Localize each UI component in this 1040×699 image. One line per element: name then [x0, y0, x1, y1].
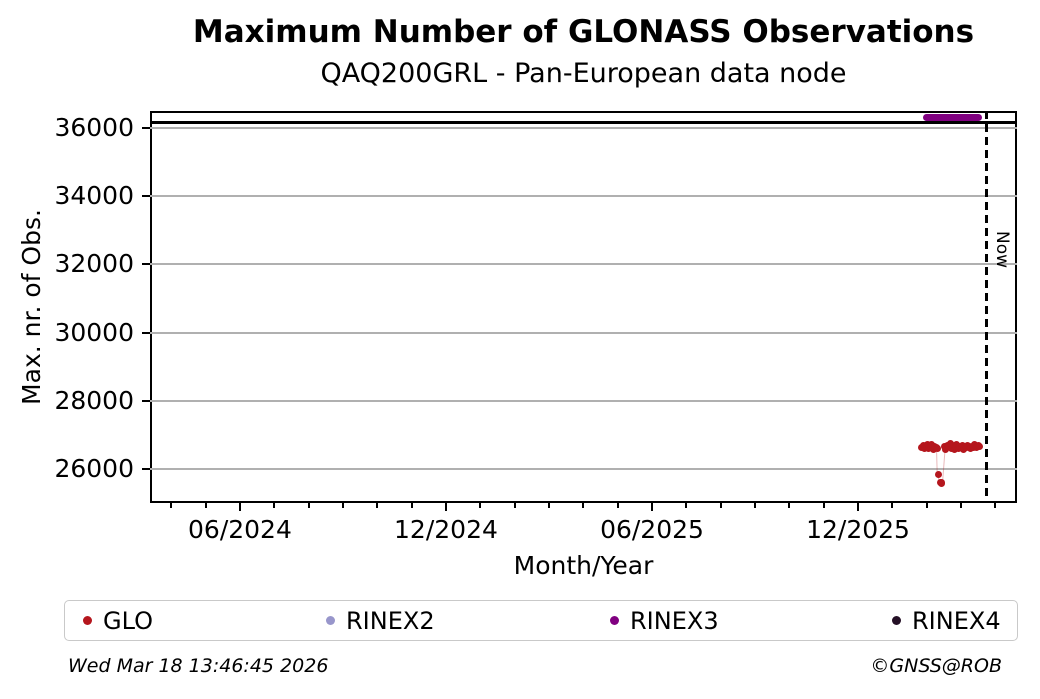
- gridline: [150, 195, 1017, 198]
- glo-point: [933, 444, 941, 452]
- x-minor-tick: [616, 503, 619, 508]
- x-minor-tick: [994, 503, 997, 508]
- x-minor-tick: [925, 503, 928, 508]
- x-minor-tick: [719, 503, 722, 508]
- y-tick: [142, 467, 150, 470]
- x-tick: [857, 503, 860, 511]
- gridline: [150, 399, 1017, 402]
- y-tick: [142, 263, 150, 266]
- y-tick: [142, 331, 150, 334]
- legend-label: RINEX4: [912, 606, 1001, 635]
- legend-label: RINEX3: [630, 606, 719, 635]
- max-obs-line: [150, 121, 1017, 125]
- rinex2-marker-icon: [326, 616, 335, 625]
- x-minor-tick: [754, 503, 756, 508]
- rinex3-segment: [922, 114, 982, 122]
- x-minor-tick: [479, 503, 482, 508]
- x-minor-tick: [376, 503, 379, 508]
- y-tick: [142, 399, 150, 402]
- legend-label: GLO: [103, 606, 154, 635]
- glo-point: [934, 470, 942, 478]
- y-tick-label: 34000: [54, 181, 134, 211]
- now-line-label: Now: [992, 231, 1013, 269]
- x-minor-tick: [204, 503, 207, 508]
- x-minor-tick: [307, 503, 310, 508]
- x-axis-label: Month/Year: [513, 551, 654, 580]
- gridline: [150, 467, 1017, 470]
- x-tick: [651, 503, 653, 511]
- gridline: [150, 127, 1017, 130]
- chart-subtitle: QAQ200GRL - Pan-European data node: [320, 58, 847, 89]
- x-minor-tick: [273, 503, 276, 508]
- x-tick: [238, 503, 241, 511]
- rinex4-marker-icon: [892, 616, 901, 625]
- gridline: [150, 331, 1017, 334]
- gridline: [150, 263, 1017, 266]
- x-minor-tick: [788, 503, 791, 508]
- legend-label: RINEX2: [346, 606, 435, 635]
- y-tick-label: 28000: [54, 385, 134, 415]
- x-minor-tick: [891, 503, 894, 508]
- now-line: [984, 111, 988, 503]
- y-tick-label: 32000: [54, 249, 134, 279]
- legend-item-rinex3: RINEX3: [610, 601, 719, 640]
- glo-point: [938, 479, 946, 487]
- x-minor-tick: [513, 503, 516, 508]
- x-minor-tick: [685, 503, 688, 508]
- x-minor-tick: [547, 503, 550, 508]
- y-tick-label: 26000: [54, 453, 134, 483]
- plot-frame: [150, 111, 1017, 503]
- legend-item-rinex4: RINEX4: [892, 601, 1001, 640]
- x-tick-label: 12/2024: [394, 515, 498, 544]
- plot-timestamp: Wed Mar 18 13:46:45 2026: [68, 655, 329, 677]
- x-tick-label: 06/2024: [188, 515, 292, 544]
- legend-item-glo: GLO: [83, 601, 153, 640]
- chart-title: Maximum Number of GLONASS Observations: [192, 14, 975, 50]
- copyright-credit: ©GNSS@ROB: [870, 655, 1002, 677]
- event-line: [645, 111, 648, 503]
- y-tick-label: 36000: [54, 113, 134, 143]
- x-minor-tick: [582, 503, 585, 508]
- y-tick: [142, 195, 150, 198]
- x-minor-tick: [170, 503, 173, 508]
- x-minor-tick: [822, 503, 825, 508]
- x-minor-tick: [960, 503, 963, 508]
- y-tick: [142, 127, 150, 130]
- legend-item-rinex2: RINEX2: [326, 601, 435, 640]
- glo-point: [976, 443, 984, 451]
- y-tick-label: 30000: [54, 317, 134, 347]
- x-minor-tick: [341, 503, 344, 508]
- x-minor-tick: [410, 503, 413, 508]
- glo-marker-icon: [83, 616, 92, 625]
- rinex3-marker-icon: [610, 616, 619, 625]
- legend: GLO RINEX2 RINEX3 RINEX4: [64, 600, 1018, 641]
- x-tick-label: 06/2025: [600, 515, 704, 544]
- x-tick-label: 12/2025: [806, 515, 910, 544]
- x-tick: [444, 503, 447, 511]
